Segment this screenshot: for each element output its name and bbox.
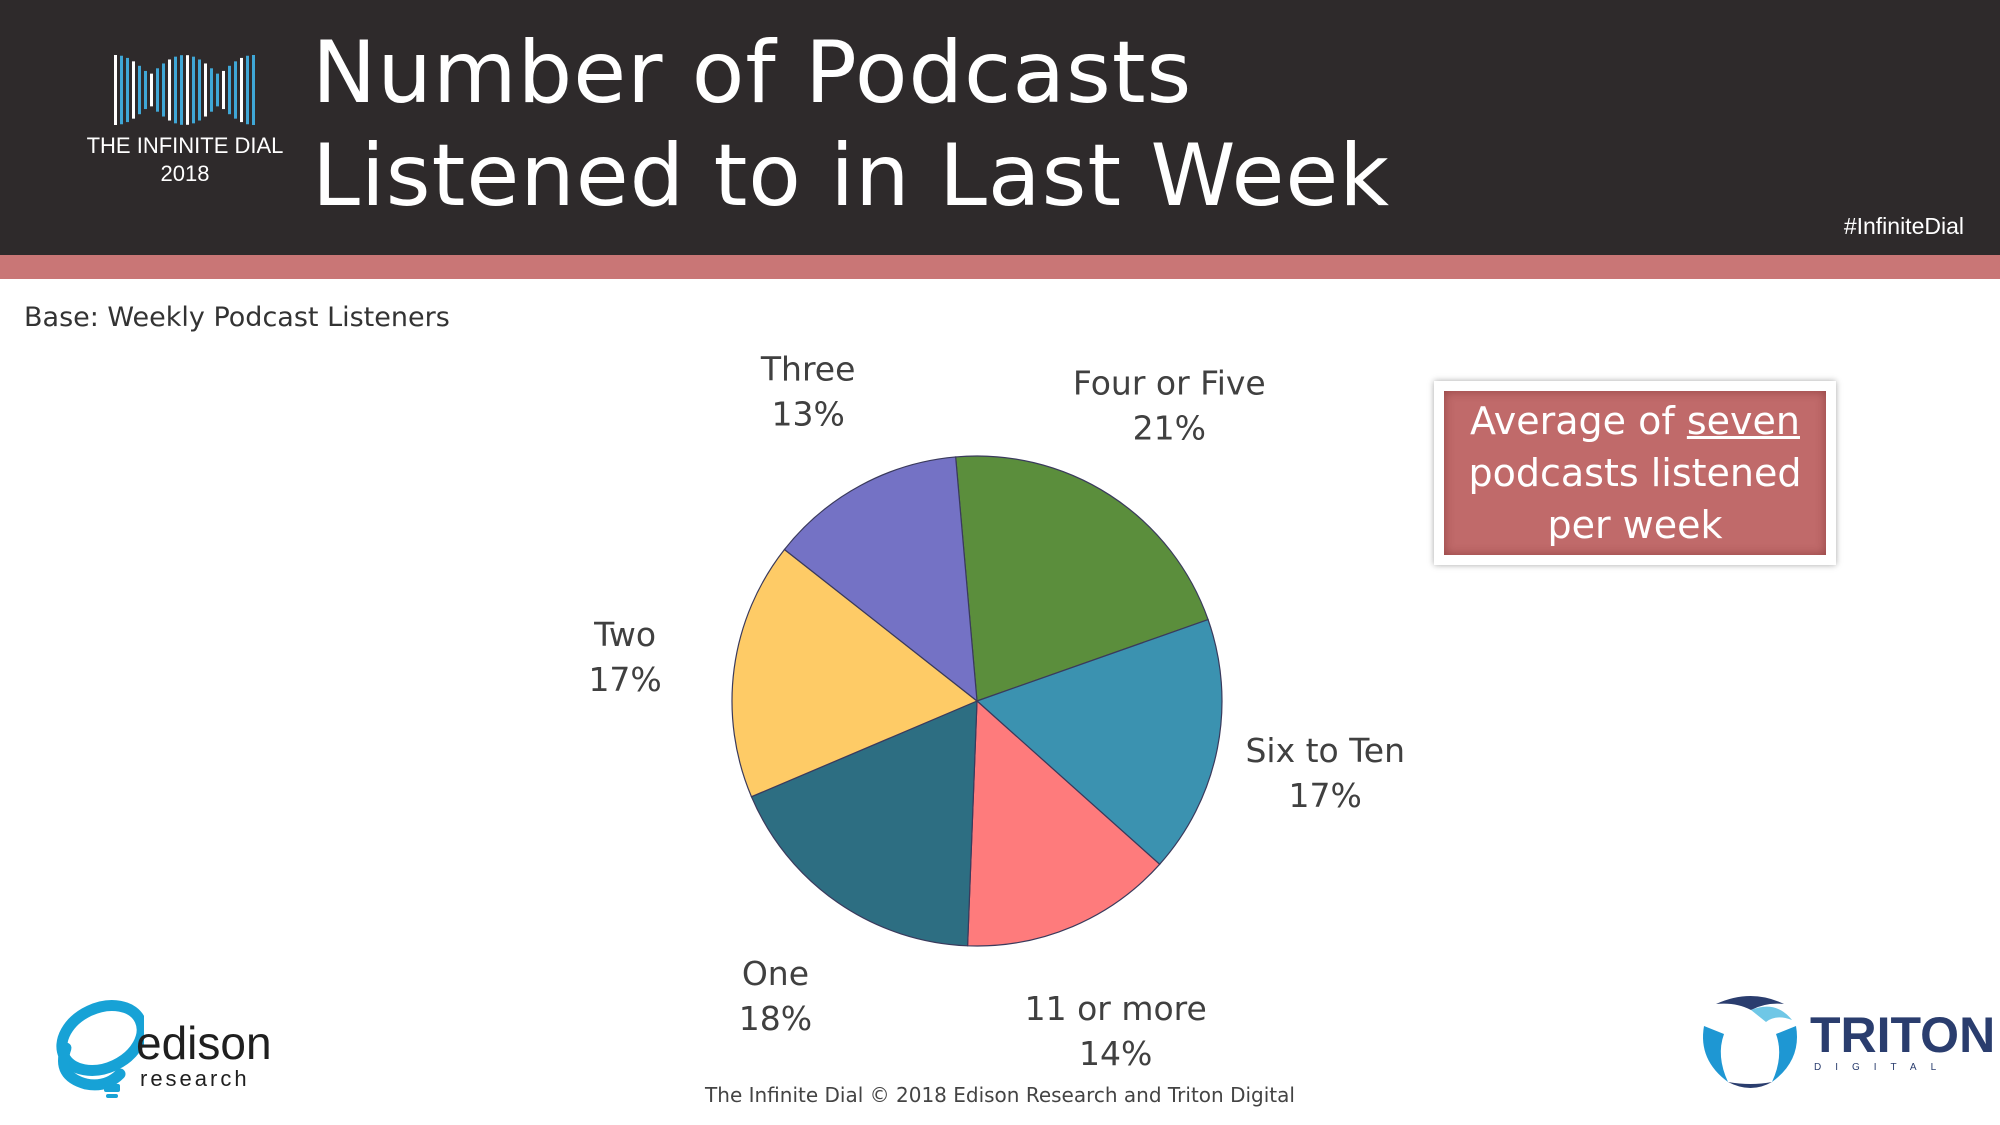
slice-label: Four or Five 21% [1073,364,1266,448]
callout-part2: podcasts listened [1468,451,1802,495]
slice-value: 21% [1133,409,1206,448]
logo-bar [216,73,219,107]
header-bar [0,0,2000,255]
pie-slice [954,455,1209,702]
logo-bar [228,65,231,115]
base-note: Base: Weekly Podcast Listeners [24,302,450,333]
slice-label: One 18% [739,954,812,1038]
callout-text: Average of seven podcasts listened per w… [1468,395,1801,551]
slice-category: Six to Ten [1245,731,1405,770]
pie-slice [975,618,1223,866]
callout-emphasis: seven [1686,399,1800,443]
logo-bar [132,61,135,119]
logo-bar [240,57,243,123]
edison-e-icon [56,1000,144,1098]
logo-bar [186,55,189,125]
slice-value: 17% [588,660,661,699]
slice-value: 17% [1289,776,1362,815]
logo-line2: 2018 [160,161,210,186]
triton-wordmark: TRITON [1810,1007,1996,1063]
logo-bar [246,55,249,125]
logo-bar [120,55,123,125]
edison-subtitle: research [140,1066,250,1091]
infinite-dial-logo: THE INFINITE DIAL 2018 [80,48,290,188]
edison-logo: edison research [44,990,304,1100]
slice-category: Four or Five [1073,364,1266,403]
slice-category: Two [593,615,656,654]
logo-bar [222,70,225,110]
logo-bar [114,55,117,125]
slice-category: Three [760,350,856,389]
logo-bar [252,55,255,125]
footer-credit: The Infinite Dial © 2018 Edison Research… [705,1083,1295,1107]
callout-box: Average of seven podcasts listened per w… [1444,391,1826,555]
triton-swirl-icon [1703,996,1797,1088]
slice-value: 18% [739,999,812,1038]
infinity-bars-icon [114,55,255,125]
logo-bar [174,56,177,124]
slice-value: 14% [1079,1034,1152,1073]
pie-slice [731,548,979,798]
pie-slice [783,456,978,703]
slice-value: 13% [771,395,844,434]
logo-bar [126,57,129,123]
logo-bar [198,59,201,121]
logo-line1: THE INFINITE DIAL [86,133,284,158]
callout-part1: Average of [1470,399,1687,443]
edison-wordmark: edison [136,1017,272,1069]
slice-label: Three 13% [760,350,856,434]
header-stripe [0,255,2000,279]
pie-slice [750,700,978,947]
logo-bar [234,61,237,119]
logo-bar [192,56,195,124]
logo-bar [150,73,153,107]
callout-part3: per week [1547,503,1723,547]
logo-bar [180,55,183,125]
title-line1: Number of Podcasts [312,23,1193,123]
logo-bar [144,70,147,110]
triton-logo: TRITON DIGITAL [1696,990,1995,1090]
logo-bar [162,63,165,117]
triton-subtitle: DIGITAL [1814,1062,1951,1073]
hashtag: #InfiniteDial [1843,213,1964,239]
logo-bar [156,68,159,112]
slice-category: One [742,954,809,993]
average-callout: Average of seven podcasts listened per w… [1434,381,1836,565]
page-title: Number of Podcasts Listened to in Last W… [312,22,1390,228]
slice-label: Six to Ten 17% [1245,731,1405,815]
title-line2: Listened to in Last Week [312,126,1391,226]
slice-category: 11 or more [1025,989,1207,1028]
slice-label: 11 or more 14% [1025,989,1207,1073]
logo-bar [168,59,171,121]
pie-slice [966,699,1161,947]
slice-label: Two 17% [588,615,661,699]
logo-bar [204,63,207,117]
logo-bar [210,68,213,112]
logo-bar [138,65,141,115]
